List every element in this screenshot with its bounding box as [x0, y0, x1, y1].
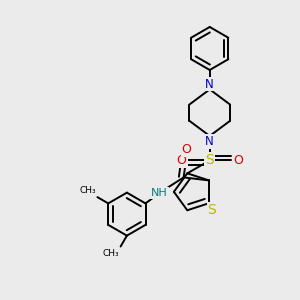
Text: NH: NH — [152, 188, 168, 198]
Text: O: O — [182, 143, 191, 156]
Text: O: O — [177, 154, 187, 167]
Text: S: S — [205, 154, 214, 167]
Text: O: O — [233, 154, 243, 167]
Text: S: S — [208, 203, 216, 217]
Text: N: N — [205, 135, 214, 148]
Text: CH₃: CH₃ — [103, 249, 119, 258]
Text: N: N — [205, 77, 214, 91]
Text: CH₃: CH₃ — [80, 186, 96, 195]
